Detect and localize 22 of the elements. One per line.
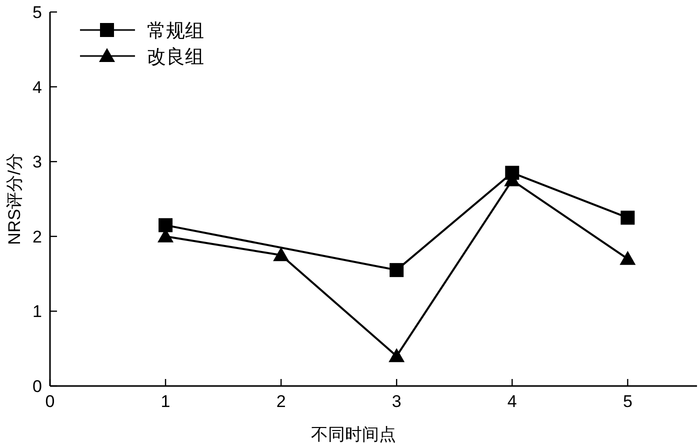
y-tick-label: 0 — [32, 377, 42, 396]
legend-label: 常规组 — [147, 21, 204, 42]
x-axis-title: 不同时间点 — [311, 425, 396, 443]
point — [390, 263, 404, 278]
x-tick-label: 2 — [276, 392, 286, 411]
y-axis-title: NRS评分/分 — [5, 153, 24, 245]
x-tick-label: 1 — [160, 392, 170, 411]
legend-label: 改良组 — [147, 46, 204, 68]
x-tick-label: 5 — [622, 392, 632, 411]
y-tick-label: 3 — [32, 152, 42, 172]
point — [273, 247, 290, 262]
x-tick-label: 4 — [507, 392, 517, 411]
y-tick-label: 1 — [32, 302, 42, 322]
y-tick-label: 2 — [32, 227, 42, 246]
point — [620, 250, 636, 265]
y-tick-label: 4 — [32, 78, 42, 97]
point — [388, 348, 405, 362]
point — [158, 218, 173, 232]
x-tick-label: 0 — [45, 392, 55, 411]
x-tick-label: 3 — [392, 392, 402, 411]
point — [620, 210, 635, 225]
y-tick-label: 5 — [32, 3, 42, 22]
